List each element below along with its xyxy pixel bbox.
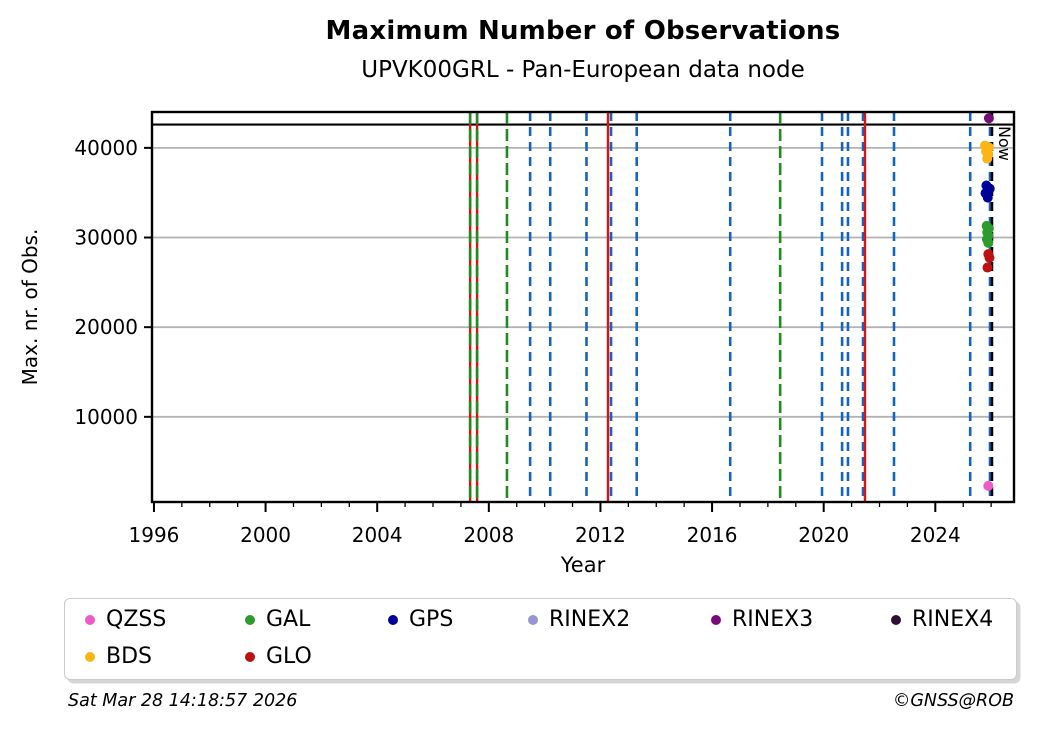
legend-item-gps: GPS: [388, 607, 528, 632]
legend-item-bds: BDS: [85, 644, 245, 669]
rinex4-marker-dot: [891, 614, 901, 625]
legend-item-label: RINEX4: [912, 607, 994, 632]
gridlines: [152, 146, 1014, 418]
scatter-series-glo: [982, 249, 995, 273]
glo-marker-dot: [245, 651, 255, 662]
copyright-text: ©GNSS@ROB: [892, 691, 1014, 711]
gps-marker-dot: [388, 614, 398, 625]
svg-text:2016: 2016: [687, 523, 738, 547]
svg-text:2012: 2012: [575, 523, 626, 547]
legend-item-label: GPS: [409, 607, 454, 632]
timestamp-text: Sat Mar 28 14:18:57 2026: [68, 691, 298, 711]
legend-item-label: GLO: [266, 644, 312, 669]
legend: QZSS GAL GPS RINEX2 RINEX3 RINEX4 BDS GLO: [64, 598, 1017, 680]
chart-plot: Now 1996 2000 2004 2008 2012 2016 2020 2024 10000…: [74, 110, 1016, 547]
y-axis-label: Max. nr. of Obs.: [18, 228, 42, 386]
rinex2-marker-dot: [528, 614, 538, 625]
svg-text:2008: 2008: [463, 523, 514, 547]
scatter-series-gps: [980, 180, 995, 203]
legend-item-rinex4: RINEX4: [891, 607, 1016, 632]
bds-marker-dot: [85, 651, 95, 662]
x-axis-ticks: 1996 2000 2004 2008 2012 2016 2020 2024: [129, 502, 961, 547]
legend-item-qzss: QZSS: [85, 607, 245, 632]
svg-text:1996: 1996: [129, 523, 180, 547]
legend-item-label: RINEX3: [732, 607, 814, 632]
svg-text:30000: 30000: [74, 226, 138, 250]
qzss-marker-dot: [85, 614, 95, 625]
page-title: Maximum Number of Observations: [325, 16, 841, 46]
rinex3-marker-dot: [711, 614, 721, 625]
x-axis-label: Year: [560, 553, 606, 577]
now-label: Now: [995, 126, 1014, 161]
legend-item-glo: GLO: [245, 644, 388, 669]
legend-item-label: RINEX2: [549, 607, 631, 632]
svg-text:2020: 2020: [798, 523, 849, 547]
scatter-series-gal: [981, 220, 994, 248]
legend-item-rinex3: RINEX3: [711, 607, 891, 632]
svg-text:10000: 10000: [74, 405, 138, 429]
legend-item-label: GAL: [266, 607, 311, 632]
svg-text:2024: 2024: [910, 523, 961, 547]
svg-text:20000: 20000: [74, 315, 138, 339]
legend-item-gal: GAL: [245, 607, 388, 632]
event-lines: [468, 112, 992, 502]
page-subtitle: UPVK00GRL - Pan-European data node: [361, 57, 805, 83]
legend-item-rinex2: RINEX2: [528, 607, 711, 632]
legend-item-label: BDS: [106, 644, 152, 669]
legend-item-label: QZSS: [106, 607, 167, 632]
svg-text:2000: 2000: [240, 523, 291, 547]
y-axis-ticks: 10000 20000 30000 40000: [74, 136, 152, 429]
scatter-series-qzss: [983, 480, 994, 491]
scatter-series-rinex3: [983, 113, 994, 124]
svg-text:40000: 40000: [74, 136, 138, 160]
svg-text:2004: 2004: [352, 523, 403, 547]
scatter-series-bds: [979, 140, 994, 164]
plot-border: [150, 110, 1016, 504]
gal-marker-dot: [245, 614, 255, 625]
